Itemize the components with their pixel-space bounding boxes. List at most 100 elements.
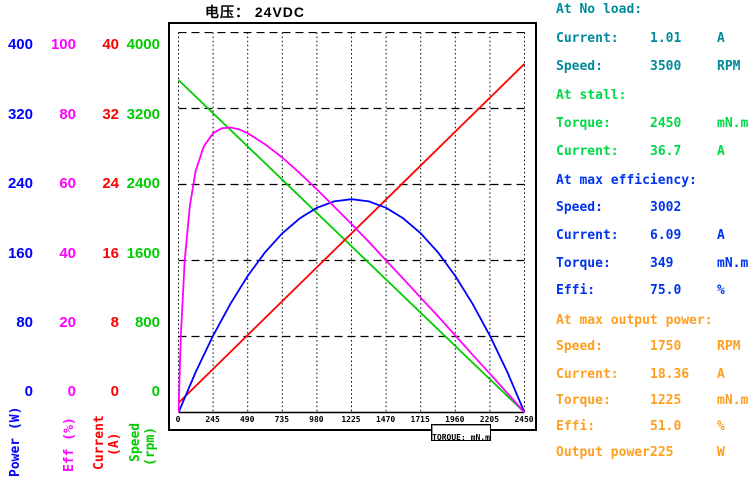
panel-row-label: Speed: bbox=[556, 200, 603, 215]
panel-row-label: Speed: bbox=[556, 339, 603, 354]
panel-row-unit: % bbox=[717, 419, 725, 434]
x-tick-label: 735 bbox=[274, 415, 290, 424]
y-tick-current: 24 bbox=[102, 175, 119, 192]
y-tick-power: 400 bbox=[7, 36, 33, 53]
plot-area bbox=[178, 32, 526, 414]
panel-row-value: 6.09 bbox=[650, 228, 682, 243]
panel-section-title: At No load: bbox=[556, 2, 643, 17]
panel-row-label: Effi: bbox=[556, 419, 596, 434]
panel-row-value: 349 bbox=[650, 256, 674, 271]
panel-row-label: Torque: bbox=[556, 256, 611, 271]
y-tick-row: 400 100 40 4000 bbox=[0, 36, 165, 54]
y-tick-speed: 0 bbox=[151, 383, 160, 400]
y-tick-eff: 60 bbox=[59, 175, 76, 192]
y-tick-power: 0 bbox=[24, 383, 33, 400]
panel-section-title: At max output power: bbox=[556, 313, 713, 328]
x-tick-label: 490 bbox=[239, 415, 255, 424]
y-tick-speed: 2400 bbox=[126, 175, 160, 192]
panel-row-label: Current: bbox=[556, 228, 619, 243]
x-tick-label: 1470 bbox=[375, 415, 396, 424]
panel-row-value: 2450 bbox=[650, 116, 682, 131]
panel-row-unit: RPM bbox=[717, 339, 741, 354]
y-tick-eff: 0 bbox=[67, 383, 76, 400]
y-tick-current: 16 bbox=[102, 245, 119, 262]
panel-row-value: 1225 bbox=[650, 393, 682, 408]
y-tick-row: 240 60 24 2400 bbox=[0, 175, 165, 193]
y-tick-row: 320 80 32 3200 bbox=[0, 106, 165, 124]
panel-row-unit: A bbox=[717, 31, 725, 46]
y-tick-power: 80 bbox=[16, 314, 33, 331]
panel-row: Output power225 W bbox=[556, 445, 750, 462]
y-tick-speed: 1600 bbox=[126, 245, 160, 262]
current-axis-name: Current bbox=[92, 415, 107, 470]
x-tick-label: 1715 bbox=[410, 415, 430, 424]
x-tick-label: 2450 bbox=[514, 415, 534, 424]
panel-row-unit: mN.m bbox=[717, 116, 749, 131]
panel-row-value: 3002 bbox=[650, 200, 682, 215]
y-tick-current: 32 bbox=[102, 106, 119, 123]
y-tick-eff: 80 bbox=[59, 106, 76, 123]
panel-row-unit: A bbox=[717, 144, 725, 159]
panel-row-unit: % bbox=[717, 283, 725, 298]
panel-row-label: Current: bbox=[556, 144, 619, 159]
panel-row-value: 36.7 bbox=[650, 144, 682, 159]
y-tick-speed: 4000 bbox=[126, 36, 160, 53]
panel-row: Torque: 1225 mN.m bbox=[556, 393, 750, 410]
speed-axis-name: Speed bbox=[128, 422, 143, 462]
panel-row-value: 51.0 bbox=[650, 419, 682, 434]
series-power bbox=[178, 198, 526, 413]
chart-frame bbox=[168, 22, 537, 431]
panel-row: Current: 1.01 A bbox=[556, 31, 750, 48]
power-axis-name: Power (W) bbox=[8, 406, 23, 477]
panel-row-value: 1750 bbox=[650, 339, 682, 354]
panel-row-unit: W bbox=[717, 445, 725, 460]
y-tick-row: 160 40 16 1600 bbox=[0, 245, 165, 263]
speed-axis-name: (rpm) bbox=[143, 426, 158, 466]
y-tick-power: 160 bbox=[7, 245, 33, 262]
panel-row-label: Torque: bbox=[556, 393, 611, 408]
panel-row-label: Effi: bbox=[556, 283, 596, 298]
panel-row: Current: 6.09 A bbox=[556, 228, 750, 245]
series-eff bbox=[178, 126, 526, 414]
x-axis-title: TORQUE: mN.m bbox=[432, 433, 490, 442]
panel-section-title: At max efficiency: bbox=[556, 173, 697, 188]
panel-row-label: Torque: bbox=[556, 116, 611, 131]
y-tick-eff: 20 bbox=[59, 314, 76, 331]
panel-row-value: 75.0 bbox=[650, 283, 682, 298]
eff-axis-name: Eff (%) bbox=[62, 417, 77, 472]
panel-row: Speed: 3002 bbox=[556, 200, 750, 217]
panel-row-value: 225 bbox=[650, 445, 674, 460]
y-tick-eff: 100 bbox=[50, 36, 76, 53]
x-tick-label: 0 bbox=[175, 415, 181, 424]
y-tick-current: 0 bbox=[110, 383, 119, 400]
series-speed bbox=[178, 79, 526, 414]
panel-row-label: Current: bbox=[556, 31, 619, 46]
panel-row-label: Output power bbox=[556, 445, 650, 460]
panel-row-value: 18.36 bbox=[650, 367, 690, 382]
x-tick-label: 1960 bbox=[445, 415, 465, 424]
panel-row-unit: mN.m bbox=[717, 256, 749, 271]
y-tick-power: 320 bbox=[7, 106, 33, 123]
series-current bbox=[178, 63, 526, 404]
panel-row-label: Current: bbox=[556, 367, 619, 382]
panel-row: Speed: 1750 RPM bbox=[556, 339, 750, 356]
panel-row: Speed: 3500 RPM bbox=[556, 59, 750, 76]
x-tick-label: 1225 bbox=[341, 415, 361, 424]
x-axis-title-box: TORQUE: mN.m bbox=[431, 424, 491, 442]
results-panel: At No load: Current: 1.01 A Speed: 3500 RPM At … bbox=[556, 0, 750, 479]
y-tick-current: 8 bbox=[110, 314, 119, 331]
panel-row: Current: 36.7 A bbox=[556, 144, 750, 161]
x-tick-label: 245 bbox=[205, 415, 220, 424]
y-tick-current: 40 bbox=[102, 36, 119, 53]
y-tick-row: 0 0 0 0 bbox=[0, 383, 165, 401]
y-tick-eff: 40 bbox=[59, 245, 76, 262]
y-tick-speed: 3200 bbox=[126, 106, 160, 123]
x-tick-label: 980 bbox=[309, 415, 324, 424]
panel-row: Effi: 51.0% bbox=[556, 419, 750, 436]
panel-row-unit: RPM bbox=[717, 59, 741, 74]
panel-row-unit: A bbox=[717, 228, 725, 243]
y-tick-power: 240 bbox=[7, 175, 33, 192]
panel-row: Torque: 2450 mN.m bbox=[556, 116, 750, 133]
chart-title-voltage: 电压： 24VDC bbox=[205, 4, 306, 20]
